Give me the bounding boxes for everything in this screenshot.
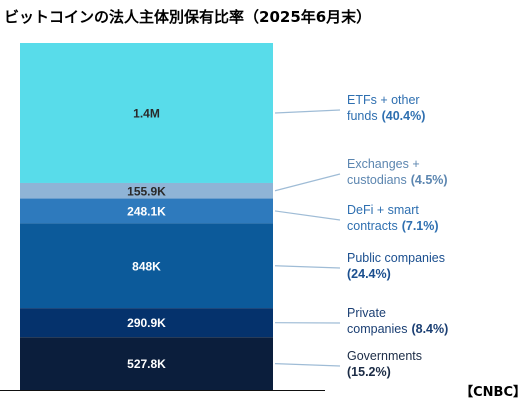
legend-percentage: (15.2%)	[347, 365, 391, 379]
segment-value-label: 248.1K	[127, 204, 166, 218]
bar-segment	[20, 337, 273, 390]
legend-label-line2: custodians	[347, 173, 407, 187]
legend-label-line2: contracts	[347, 219, 398, 233]
legend-label-line2: funds	[347, 109, 378, 123]
legend-percentage: (8.4%)	[411, 322, 448, 336]
legend-percentage: (7.1%)	[402, 219, 439, 233]
segment-value-label: 155.9K	[127, 184, 166, 198]
bar-segment	[20, 182, 273, 199]
legend-leader-line	[274, 265, 341, 269]
bar-segment	[20, 223, 273, 309]
bar-segment	[20, 198, 273, 224]
legend-label: Public companies	[347, 251, 445, 265]
legend-label: Private	[347, 306, 386, 320]
legend-label-line2: companies	[347, 322, 407, 336]
legend-label: ETFs + other	[347, 93, 420, 107]
legend-leader-line	[274, 210, 341, 221]
legend-leader-line	[274, 173, 341, 192]
legend-percentage: (4.5%)	[411, 173, 448, 187]
segment-value-label: 848K	[132, 259, 161, 273]
legend-leader-line	[274, 109, 341, 114]
legend-label: DeFi + smart	[347, 203, 419, 217]
legend-label: Governments	[347, 349, 422, 363]
legend-label: Exchanges +	[347, 157, 420, 171]
bar-segment	[20, 308, 273, 338]
bar-segment	[20, 43, 273, 183]
segment-value-label: 290.9K	[127, 316, 166, 330]
chart-title: ビットコインの法人主体別保有比率（2025年6月末）	[4, 8, 372, 26]
legend-percentage: (24.4%)	[347, 267, 391, 281]
segment-value-label: 1.4M	[133, 106, 160, 120]
source-label: 【CNBC】	[460, 385, 526, 400]
segment-value-label: 527.8K	[127, 357, 166, 371]
legend-leader-line	[274, 363, 341, 367]
legend-percentage: (40.4%)	[382, 109, 426, 123]
